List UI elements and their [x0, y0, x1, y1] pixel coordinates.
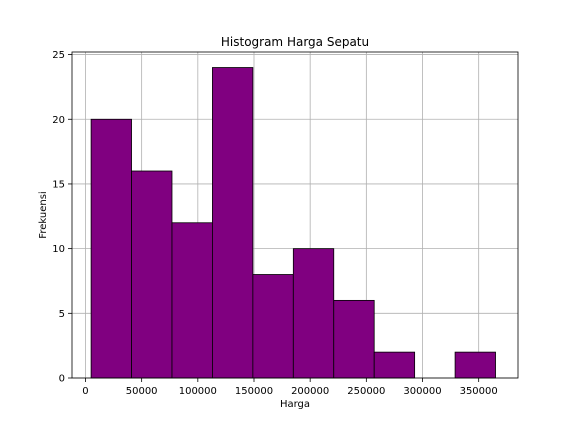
y-axis-ticks: 0 5 10 15 20 25 — [52, 50, 72, 385]
histogram-bar — [212, 67, 254, 379]
histogram-bar — [252, 274, 294, 379]
y-tick-label: 5 — [59, 309, 65, 320]
x-axis-ticks: 0 50000 100000 150000 200000 250000 300000 3500… — [82, 378, 498, 397]
histogram-bar — [171, 222, 213, 379]
histogram-bar — [333, 299, 375, 379]
y-tick-label: 0 — [59, 374, 65, 385]
x-tick-label: 300000 — [403, 386, 441, 397]
histogram-bar — [373, 351, 416, 379]
x-tick-label: 0 — [82, 386, 88, 397]
histogram-bar — [454, 351, 496, 379]
x-tick-label: 200000 — [291, 386, 329, 397]
y-tick-label: 25 — [52, 50, 65, 61]
plot-frame — [71, 51, 519, 379]
y-axis-label: Frekuensi — [38, 191, 49, 238]
histogram-bars — [90, 67, 496, 379]
histogram-bar — [131, 170, 173, 379]
x-tick-label: 350000 — [460, 386, 498, 397]
histogram-bar — [292, 248, 335, 379]
x-tick-label: 250000 — [347, 386, 385, 397]
x-tick-label: 50000 — [126, 386, 158, 397]
chart-title: Histogram Harga Sepatu — [221, 35, 369, 49]
y-tick-label: 10 — [52, 244, 65, 255]
y-tick-label: 20 — [52, 115, 65, 126]
y-tick-label: 15 — [52, 179, 65, 190]
histogram-bar — [90, 118, 132, 379]
x-axis-label: Harga — [280, 399, 310, 410]
x-tick-label: 150000 — [235, 386, 273, 397]
x-tick-label: 100000 — [179, 386, 217, 397]
